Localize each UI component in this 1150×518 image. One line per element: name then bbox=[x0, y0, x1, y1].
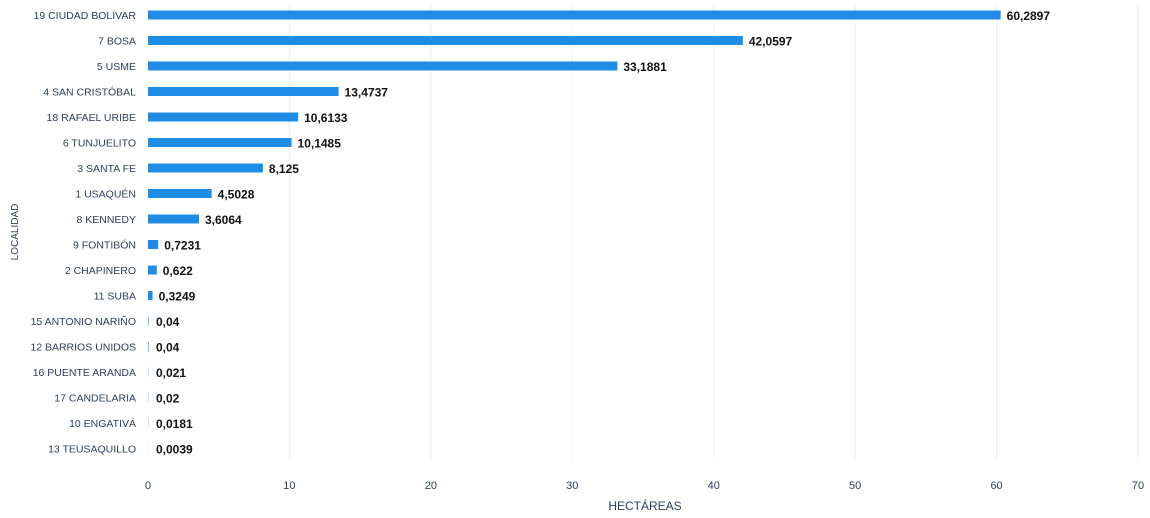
x-tick-label: 60 bbox=[990, 480, 1002, 492]
category-label: 15 ANTONIO NARIÑO bbox=[31, 315, 136, 328]
bar bbox=[148, 163, 263, 173]
category-label: 16 PUENTE ARANDA bbox=[33, 367, 136, 379]
value-labels: 60,2897 42,0597 33,1881 13,4737 10,6133 10,14… bbox=[156, 9, 1050, 457]
bar bbox=[148, 36, 743, 45]
bar bbox=[148, 265, 157, 275]
bar bbox=[148, 291, 153, 300]
value-label: 60,2897 bbox=[1007, 9, 1051, 23]
bar bbox=[148, 61, 618, 71]
category-label: 12 BARRIOS UNIDOS bbox=[30, 342, 136, 354]
bar bbox=[148, 112, 299, 122]
category-label: 4 SAN CRISTÓBAL bbox=[43, 86, 136, 99]
category-label: 10 ENGATIVÁ bbox=[69, 417, 136, 430]
category-label: 2 CHAPINERO bbox=[65, 265, 136, 277]
x-tick-label: 40 bbox=[708, 480, 720, 492]
value-label: 42,0597 bbox=[749, 35, 793, 49]
value-label: 0,02 bbox=[156, 392, 180, 406]
value-label: 8,125 bbox=[269, 162, 299, 176]
x-tick-label: 10 bbox=[283, 480, 295, 492]
bar bbox=[148, 138, 292, 147]
gridlines bbox=[288, 5, 1139, 462]
value-label: 0,04 bbox=[156, 315, 180, 329]
bar bbox=[148, 316, 149, 326]
category-label: 7 BOSA bbox=[98, 36, 136, 48]
bars bbox=[148, 10, 1001, 453]
category-label: 19 CIUDAD BOLÍVAR bbox=[33, 9, 136, 22]
x-tick-label: 50 bbox=[849, 480, 861, 492]
value-label: 0,622 bbox=[163, 264, 193, 278]
bar bbox=[148, 240, 159, 249]
value-label: 0,3249 bbox=[159, 290, 196, 304]
category-label: 1 USAQUÉN bbox=[75, 188, 136, 201]
bar bbox=[148, 214, 200, 224]
x-tick-label: 30 bbox=[566, 480, 578, 492]
value-label: 10,1485 bbox=[298, 137, 342, 151]
category-label: 18 RAFAEL URIBE bbox=[47, 112, 136, 124]
x-tick-label: 20 bbox=[425, 480, 437, 492]
value-label: 4,5028 bbox=[218, 188, 255, 202]
category-label: 5 USME bbox=[97, 61, 136, 73]
category-label: 13 TEUSAQUILLO bbox=[48, 444, 136, 456]
category-label: 8 KENNEDY bbox=[76, 214, 136, 226]
value-label: 0,021 bbox=[156, 366, 186, 380]
bar bbox=[148, 189, 212, 198]
x-tick-label: 0 bbox=[145, 480, 151, 492]
value-label: 33,1881 bbox=[623, 60, 667, 74]
bar bbox=[148, 342, 149, 351]
x-axis-title: HECTÁREAS bbox=[608, 498, 681, 513]
category-label: 9 FONTIBÓN bbox=[73, 239, 136, 252]
bar bbox=[148, 87, 339, 96]
value-label: 10,6133 bbox=[304, 111, 348, 125]
value-label: 0,04 bbox=[156, 341, 180, 355]
value-label: 0,0181 bbox=[156, 417, 193, 431]
bar bbox=[148, 10, 1001, 20]
x-tick-label: 70 bbox=[1132, 480, 1144, 492]
category-label: 11 SUBA bbox=[94, 291, 136, 303]
category-label: 17 CANDELARIA bbox=[54, 393, 136, 405]
value-label: 3,6064 bbox=[205, 213, 242, 227]
category-label: 6 TUNJUELITO bbox=[63, 138, 136, 150]
category-label: 3 SANTA FE bbox=[77, 163, 136, 175]
value-label: 13,4737 bbox=[345, 86, 389, 100]
value-label: 0,7231 bbox=[164, 239, 201, 253]
y-axis-title: LOCALIDAD bbox=[10, 204, 21, 261]
category-labels: 19 CIUDAD BOLÍVAR 7 BOSA 5 USME 4 SAN CRIST… bbox=[30, 9, 136, 456]
x-tick-labels: 0 10 20 30 40 50 60 70 bbox=[145, 480, 1144, 492]
value-label: 0,0039 bbox=[156, 443, 193, 457]
